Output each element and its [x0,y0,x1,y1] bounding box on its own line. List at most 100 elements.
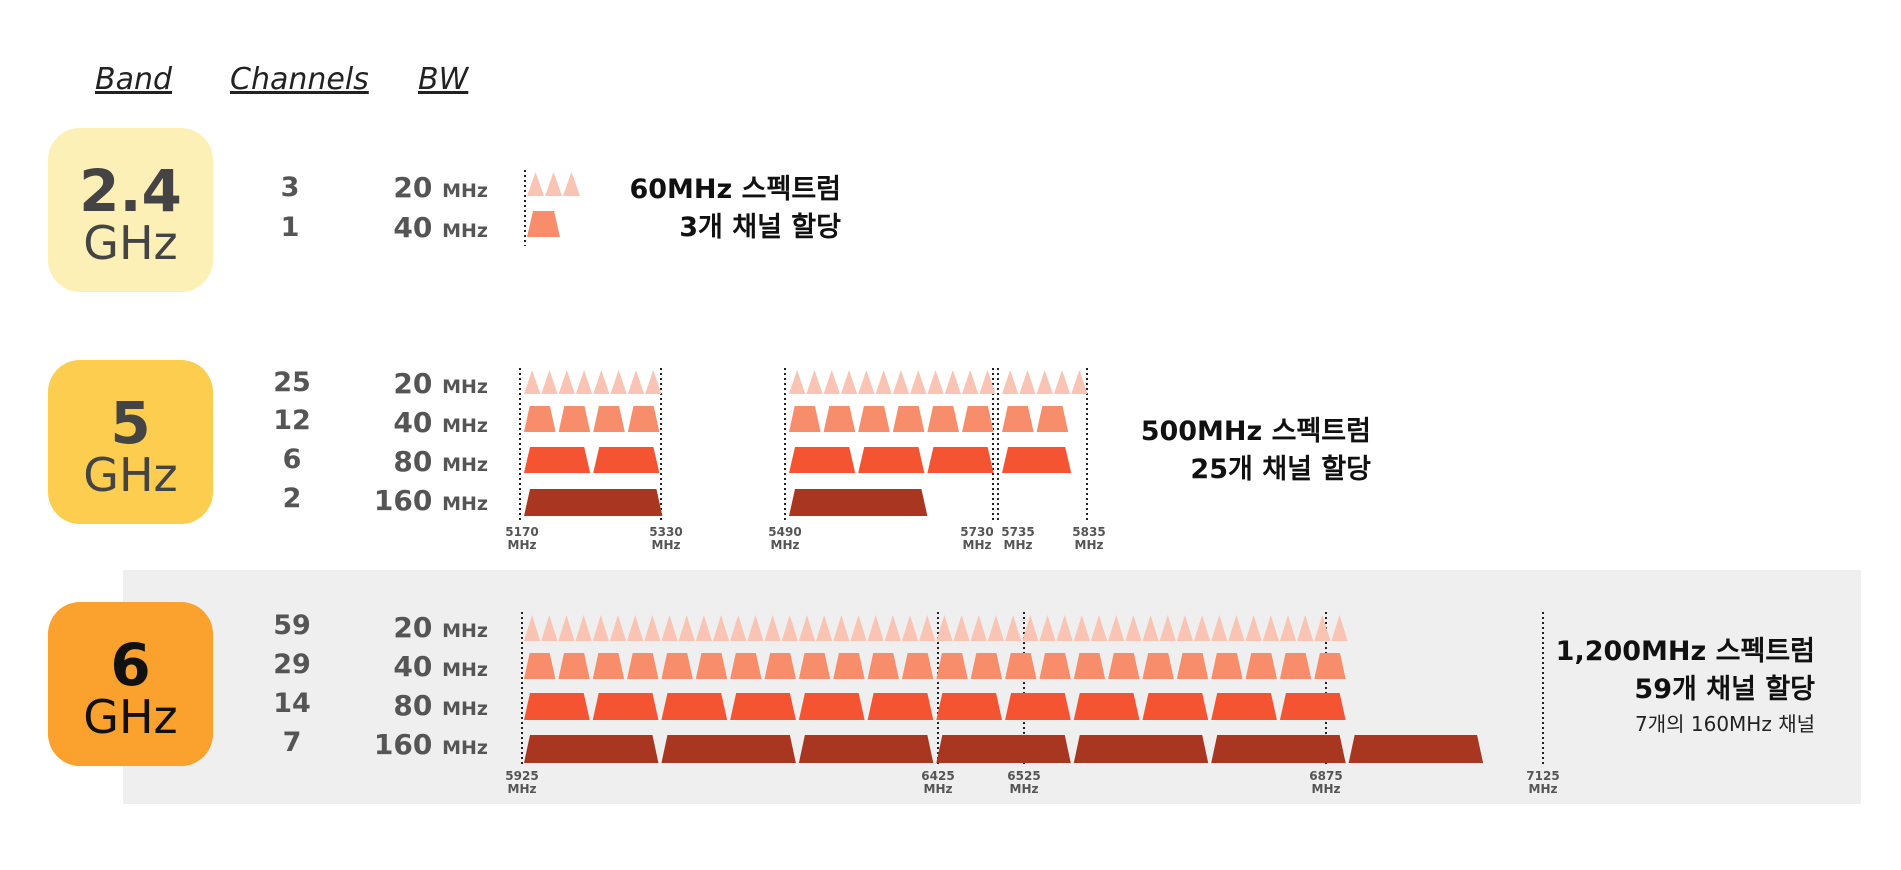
band-number: 6 [110,631,151,699]
channel-80mhz [1279,693,1346,720]
channel-40mhz [1005,653,1037,679]
channel-20mhz [1056,615,1073,641]
channel-20mhz [1142,615,1159,641]
channel-20mhz [1211,615,1228,641]
bandwidth-label: 40 MHz [393,650,488,683]
channel-80mhz [592,693,659,720]
frequency-unit: MHz [1010,782,1039,796]
bandwidth-label: 20 MHz [393,367,488,400]
channel-20mhz [1194,615,1211,641]
channel-40mhz [524,406,556,432]
channel-40mhz [1036,406,1069,432]
band-unit: GHz [83,216,178,270]
channel-40mhz [1279,653,1312,679]
frequency-label: 5735 [1001,525,1034,539]
summary-channels: 3개 채널 할당 [679,212,841,243]
channel-40mhz [764,653,796,679]
channel-40mhz [627,406,660,432]
channel-40mhz [527,211,560,237]
channel-80mhz [867,693,934,720]
channel-80mhz [789,447,856,473]
channel-20mhz [1297,615,1314,641]
channel-40mhz [901,653,934,679]
channel-40mhz [867,653,899,679]
channel-20mhz [644,615,661,641]
channel-40mhz [592,653,625,679]
channel-80mhz [798,693,865,720]
channel-40mhz [936,653,968,679]
channel-20mhz [730,615,747,641]
channels-count: 3 [280,172,300,203]
channel-20mhz [970,615,987,641]
channel-80mhz [927,447,994,473]
channel-40mhz [1245,653,1277,679]
channel-160mhz [524,735,659,763]
channel-20mhz [610,370,627,394]
channel-20mhz [901,615,919,641]
channel-20mhz [1314,615,1331,641]
channel-20mhz [833,615,850,641]
channel-40mhz [593,406,625,432]
channels-count: 2 [282,483,302,514]
channel-80mhz [661,693,728,720]
channel-20mhz [593,370,610,394]
channel-20mhz [840,370,858,394]
channel-20mhz [1022,615,1039,641]
frequency-label: 5730 [960,525,993,539]
channel-20mhz [858,370,875,394]
channel-40mhz [1002,406,1034,432]
channel-40mhz [798,653,831,679]
summary-spectrum: 500MHz 스펙트럼 [1140,416,1371,447]
band-number: 2.4 [79,157,182,225]
bandwidth-label: 40 MHz [393,211,488,244]
channel-20mhz [910,370,927,394]
channel-20mhz [1279,615,1297,641]
channel-40mhz [627,653,659,679]
summary-spectrum: 60MHz 스펙트럼 [629,174,841,205]
frequency-unit: MHz [508,538,537,552]
channel-20mhz [563,172,580,196]
channel-20mhz [541,615,558,641]
channel-40mhz [823,406,856,432]
channel-40mhz [858,406,890,432]
band-6-panel [123,570,1861,804]
channel-20mhz [1159,615,1176,641]
channel-80mhz [1002,447,1072,473]
channel-20mhz [1002,370,1019,394]
channel-20mhz [558,370,575,394]
channels-count: 7 [282,727,302,758]
channel-20mhz [524,370,541,394]
header-channels: Channels [230,62,369,97]
frequency-label: 6525 [1007,769,1040,783]
channel-20mhz [627,370,645,394]
channel-160mhz [524,489,663,516]
channel-40mhz [558,406,591,432]
channel-40mhz [970,653,1003,679]
summary-channels: 59개 채널 할당 [1634,674,1815,705]
channel-80mhz [730,693,796,720]
bandwidth-label: 160 MHz [373,728,488,761]
summary-channels: 25개 채널 할당 [1190,454,1371,485]
channel-20mhz [558,615,575,641]
channel-20mhz [892,370,910,394]
channel-40mhz [1039,653,1071,679]
channel-20mhz [575,615,592,641]
channel-80mhz [1005,693,1071,720]
channel-20mhz [1176,615,1194,641]
band-2-4-badge: 2.4 GHz [48,128,213,292]
channel-20mhz [1331,615,1348,641]
channel-20mhz [850,615,867,641]
channel-160mhz [1211,735,1346,763]
frequency-label: 6425 [921,769,954,783]
channel-160mhz [1073,735,1209,763]
channel-20mhz [645,370,662,394]
channel-20mhz [545,172,562,196]
channel-40mhz [695,653,728,679]
channel-20mhz [867,615,884,641]
channel-20mhz [747,615,764,641]
channel-20mhz [884,615,901,641]
channel-20mhz [541,370,558,394]
channel-160mhz [936,735,1071,763]
channel-20mhz [1245,615,1262,641]
